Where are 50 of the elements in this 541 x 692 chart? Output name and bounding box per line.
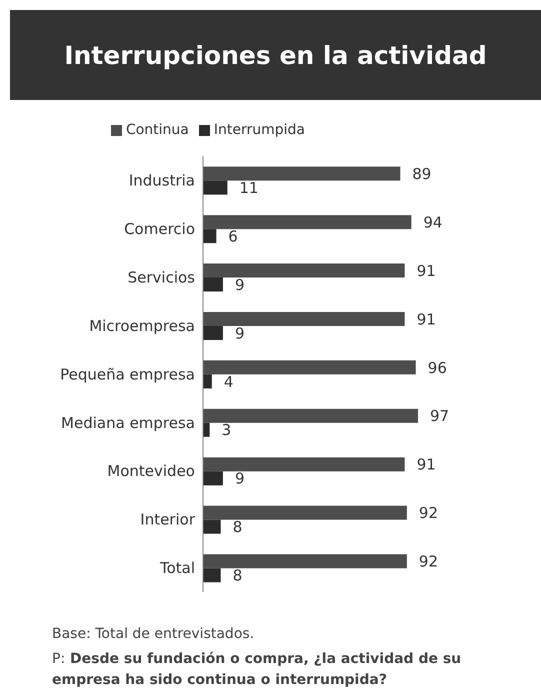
bar bbox=[203, 568, 221, 582]
y-tick-label: Comercio bbox=[124, 220, 195, 238]
bar bbox=[203, 408, 418, 423]
bar bbox=[203, 278, 223, 292]
legend-label: Interrumpida bbox=[214, 122, 306, 138]
bar bbox=[203, 471, 223, 486]
data-label: 6 bbox=[228, 227, 238, 246]
data-label: 97 bbox=[430, 407, 450, 426]
bar bbox=[203, 215, 412, 230]
bar bbox=[203, 506, 407, 520]
chart-title: Interrupciones en la actividad bbox=[64, 40, 487, 70]
data-label: 9 bbox=[234, 276, 244, 294]
data-label: 4 bbox=[224, 372, 234, 391]
data-label: 89 bbox=[412, 164, 432, 183]
data-label: 9 bbox=[234, 470, 244, 488]
legend-label: Continua bbox=[126, 122, 189, 138]
bar bbox=[203, 326, 223, 340]
bar bbox=[203, 374, 212, 388]
bar bbox=[203, 229, 216, 244]
y-tick-label: Pequeña empresa bbox=[60, 365, 195, 384]
y-tick-label: Industria bbox=[128, 172, 195, 190]
bar bbox=[203, 554, 407, 568]
bar bbox=[203, 180, 228, 195]
data-label: 91 bbox=[416, 456, 436, 474]
data-label: 96 bbox=[428, 358, 447, 377]
data-label: 91 bbox=[416, 262, 436, 280]
bar bbox=[203, 457, 405, 472]
y-tick-label: Interior bbox=[140, 510, 196, 529]
data-label: 11 bbox=[239, 178, 258, 197]
bar bbox=[203, 422, 210, 437]
data-label: 3 bbox=[222, 421, 232, 440]
bar bbox=[203, 264, 405, 278]
bar bbox=[203, 166, 400, 181]
y-tick-label: Servicios bbox=[128, 268, 196, 286]
y-tick-label: Microempresa bbox=[89, 316, 195, 335]
data-label: 94 bbox=[423, 213, 442, 232]
bar bbox=[203, 312, 405, 326]
text: P: Desde su fundación o compra, ¿la actividad de su empresa ha sido continua o interrumpida? bbox=[52, 651, 462, 688]
text: Base: Total de entrevistados. bbox=[52, 625, 256, 644]
y-tick-label: Montevideo bbox=[107, 462, 195, 480]
data-label: 8 bbox=[232, 566, 242, 585]
y-tick-label: Total bbox=[158, 559, 195, 578]
data-label: 92 bbox=[418, 504, 438, 522]
y-tick-label: Mediana empresa bbox=[61, 414, 195, 432]
bar bbox=[203, 520, 221, 534]
bar bbox=[203, 360, 416, 374]
data-label: 8 bbox=[232, 518, 242, 536]
data-label: 9 bbox=[234, 324, 244, 342]
data-label: 92 bbox=[418, 552, 438, 571]
data-label: 91 bbox=[416, 310, 436, 328]
